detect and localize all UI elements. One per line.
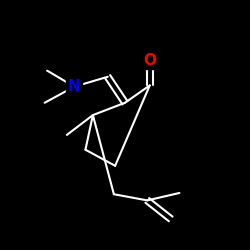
Text: O: O [143,53,156,68]
Text: N: N [68,79,81,94]
